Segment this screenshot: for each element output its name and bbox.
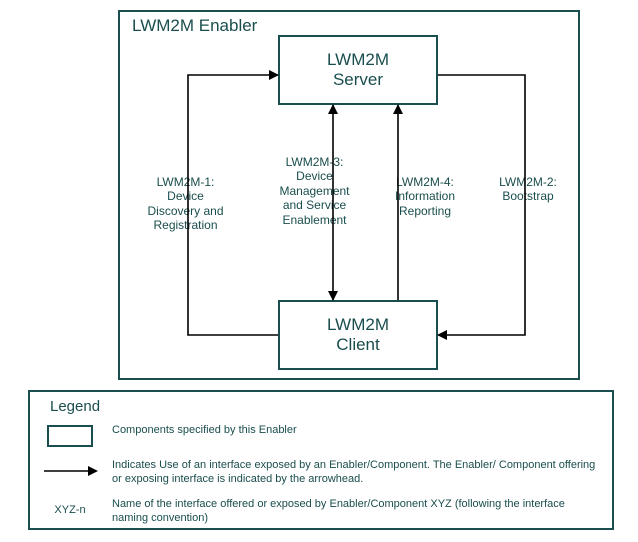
diagram-title: LWM2M Enabler [130,16,259,36]
label-line: Reporting [380,204,470,218]
legend-row: Components specified by this Enabler [40,423,602,449]
legend-title: Legend [50,398,100,415]
label-line: LWM2M-1: [133,175,238,189]
legend-description: Name of the interface offered or exposed… [112,497,602,526]
legend-rect-icon [40,423,100,449]
node-text-line: Client [336,335,379,355]
legend-arrow-icon [40,458,100,484]
legend-description: Components specified by this Enabler [112,423,602,437]
node-text-line: LWM2M [327,315,389,335]
label-line: Discovery and [133,204,238,218]
legend-description: Indicates Use of an interface exposed by… [112,458,602,487]
interface-label-lwm2m-2: LWM2M-2:Bootstrap [488,175,568,204]
label-line: Enablement [262,213,367,227]
label-line: Bootstrap [488,189,568,203]
interface-label-lwm2m-4: LWM2M-4:InformationReporting [380,175,470,218]
label-line: and Service [262,198,367,212]
interface-label-lwm2m-1: LWM2M-1:DeviceDiscovery andRegistration [133,175,238,233]
label-line: Registration [133,218,238,232]
legend-row: XYZ-n Name of the interface offered or ex… [40,497,602,526]
server-node: LWM2MServer [278,35,438,105]
node-text-line: LWM2M [327,50,389,70]
interface-label-lwm2m-3: LWM2M-3:DeviceManagementand ServiceEnabl… [262,155,367,227]
label-line: Information [380,189,470,203]
label-line: Management [262,184,367,198]
label-line: Device [262,169,367,183]
node-text-line: Server [333,70,383,90]
legend-xyz-label: XYZ-n [40,497,100,523]
client-node: LWM2MClient [278,300,438,370]
label-line: LWM2M-3: [262,155,367,169]
label-line: LWM2M-2: [488,175,568,189]
label-line: Device [133,189,238,203]
legend-row: Indicates Use of an interface exposed by… [40,458,602,487]
label-line: LWM2M-4: [380,175,470,189]
